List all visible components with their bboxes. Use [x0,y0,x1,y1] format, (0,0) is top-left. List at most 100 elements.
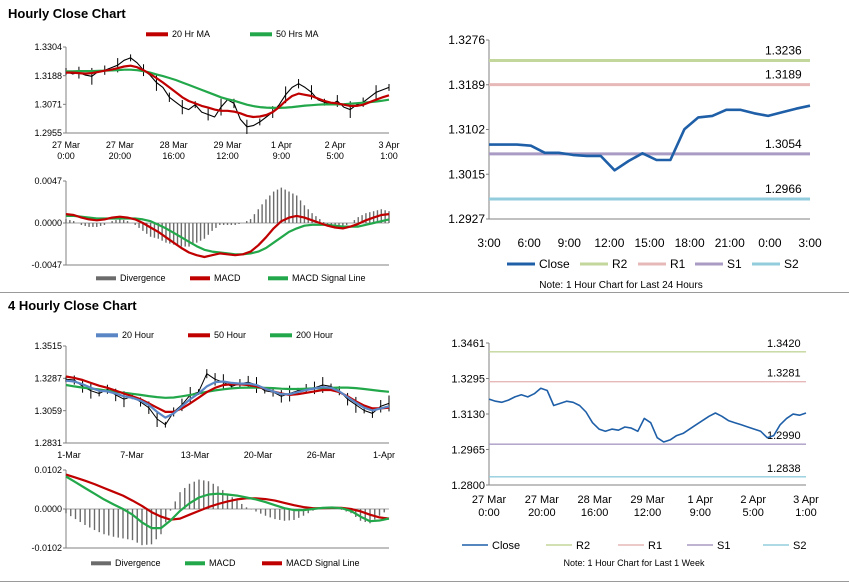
weekly-levels-x-tick: 20:00 [528,507,556,519]
hourly-macd-y-tick: 0.0000 [34,218,62,228]
four-hourly-price-x-tick: 1-Apr [373,450,395,460]
hourly-price-x-tick: 27 Mar [52,140,80,150]
hourly-s2-level-label: 1.2966 [765,182,802,196]
four-hourly-200-hour-legend-swatch [270,333,292,338]
hourly-r2-level-label: 1.3236 [765,44,802,58]
four-hourly-chart-title: 4 Hourly Close Chart [8,298,137,313]
four-hourly-macd-y-tick: 0.0000 [34,504,62,514]
hourly-levels-x-tick: 3:00 [798,236,822,250]
hourly-price-y-tick: 1.3188 [34,71,62,81]
four-hourly-20h-line [65,379,390,419]
hourly-levels-legend-label: S1 [727,257,742,271]
hourly-levels-x-tick: 0:00 [758,236,782,250]
weekly-levels-x-tick: 9:00 [690,507,711,519]
hourly-price-y-tick: 1.3304 [34,42,62,52]
four-hourly-price-y-tick: 1.3287 [34,373,62,383]
hourly-20hr-ma-legend-label: 20 Hr MA [172,29,210,39]
hourly-divergence-legend-label: Divergence [120,273,166,283]
weekly-levels-x-tick: 27 Mar [472,494,507,506]
hourly-20hr-ma-legend-swatch [146,32,168,37]
four-hourly-macd-y-tick: -0.0102 [31,543,62,553]
weekly-levels-x-tick: 1 Apr [687,494,713,506]
hourly-macd-y-tick: 0.0047 [34,176,62,186]
four-hourly-price-x-tick: 7-Mar [120,450,144,460]
weekly-levels-legend-label: R1 [648,540,662,552]
four-hourly-macd-signal-legend-label: MACD Signal Line [286,558,360,568]
four-hourly-50h-line [65,375,390,413]
hourly-levels-legend-label: R1 [670,257,686,271]
weekly-levels-y-tick: 1.3295 [451,373,485,385]
hourly-20hr-ma-line [66,64,390,119]
four-hourly-price-x-tick: 13-Mar [181,450,210,460]
hourly-levels-x-tick: 12:00 [594,236,624,250]
hourly-price-x-tick: 1:00 [380,151,398,161]
four-hourly-50-hour-legend-swatch [188,333,210,338]
hourly-close-line [489,104,811,172]
hourly-macd-signal-line [66,214,390,256]
weekly-levels-x-tick: 29 Mar [630,494,665,506]
hourly-levels-x-tick: 9:00 [558,236,582,250]
weekly-levels-x-tick: 27 Mar [525,494,560,506]
four-hourly-20-hour-legend-swatch [96,333,118,338]
four-hourly-price-y-tick: 1.3059 [34,406,62,416]
weekly-levels-legend-label: Close [492,540,520,552]
hourly-price-x-tick: 0:00 [57,151,75,161]
hourly-chart-title: Hourly Close Chart [8,6,126,21]
weekly-s2-level-label: 1.2838 [767,463,801,475]
hourly-price-x-tick: 16:00 [162,151,185,161]
four-hourly-macd-legend-label: MACD [209,558,236,568]
four-hourly-macd-legend-swatch [185,561,205,566]
hourly-price-x-tick: 20:00 [109,151,132,161]
hourly-50hrs-ma-legend-swatch [250,32,272,37]
weekly-levels-legend-label: R2 [576,540,590,552]
hourly-levels-y-tick: 1.3102 [448,123,485,137]
hourly-levels-x-tick: 15:00 [634,236,664,250]
hourly-price-x-tick: 28 Mar [160,140,188,150]
hourly-levels-x-tick: 3:00 [477,236,501,250]
weekly-levels-x-tick: 16:00 [581,507,609,519]
four-hourly-price-x-tick: 20-Mar [244,450,273,460]
hourly-price-y-tick: 1.3071 [34,99,62,109]
hourly-s1-level-label: 1.3054 [765,137,802,151]
hourly-price-x-tick: 5:00 [326,151,344,161]
weekly-levels-x-tick: 1:00 [795,507,816,519]
weekly-levels-x-tick: 2 Apr [740,494,766,506]
hourly-50hr-ma-line [66,68,390,110]
four-hourly-20-hour-legend-label: 20 Hour [122,330,154,340]
hourly-divergence-legend-swatch [96,276,116,281]
hourly-price-x-tick: 3 Apr [378,140,399,150]
hourly-levels-legend-label: R2 [612,257,628,271]
weekly-levels-y-tick: 1.3130 [451,409,485,421]
weekly-levels-x-tick: 0:00 [478,507,499,519]
hourly-macd-signal-legend-swatch [268,276,288,281]
hourly-levels-x-tick: 6:00 [517,236,541,250]
four-hourly-macd-line [65,475,390,530]
hourly-price-x-tick: 27 Mar [106,140,134,150]
hourly-price-y-tick: 1.2955 [34,128,62,138]
four-hourly-price-y-tick: 1.3515 [34,341,62,351]
hourly-levels-y-tick: 1.3189 [448,78,485,92]
weekly-levels-y-tick: 1.2965 [451,444,485,456]
hourly-levels-x-tick: 21:00 [715,236,745,250]
weekly-levels-y-tick: 1.3461 [451,338,485,350]
weekly-close-line [488,387,807,443]
hourly-price-x-tick: 12:00 [216,151,239,161]
four-hourly-price-x-tick: 1-Mar [57,450,81,460]
hourly-levels-y-tick: 1.3276 [448,33,485,47]
hourly-levels-note: Note: 1 Hour Chart for Last 24 Hours [539,280,702,291]
hourly-price-x-tick: 9:00 [273,151,291,161]
weekly-levels-y-tick: 1.2800 [451,480,485,492]
hourly-levels-legend-label: S2 [784,257,799,271]
hourly-50hrs-ma-legend-label: 50 Hrs MA [276,29,319,39]
hourly-price-x-tick: 29 Mar [213,140,241,150]
weekly-levels-legend-label: S2 [793,540,806,552]
section-divider [0,292,849,293]
hourly-levels-x-tick: 18:00 [675,236,705,250]
four-hourly-divergence-legend-swatch [91,561,111,566]
four-hourly-macd-y-tick: 0.0102 [34,465,62,475]
hourly-macd-legend-swatch [190,276,210,281]
hourly-macd-line [65,213,390,259]
hourly-macd-legend-label: MACD [214,273,241,283]
four-hourly-divergence-legend-label: Divergence [115,558,161,568]
four-hourly-price-x-tick: 26-Mar [307,450,336,460]
